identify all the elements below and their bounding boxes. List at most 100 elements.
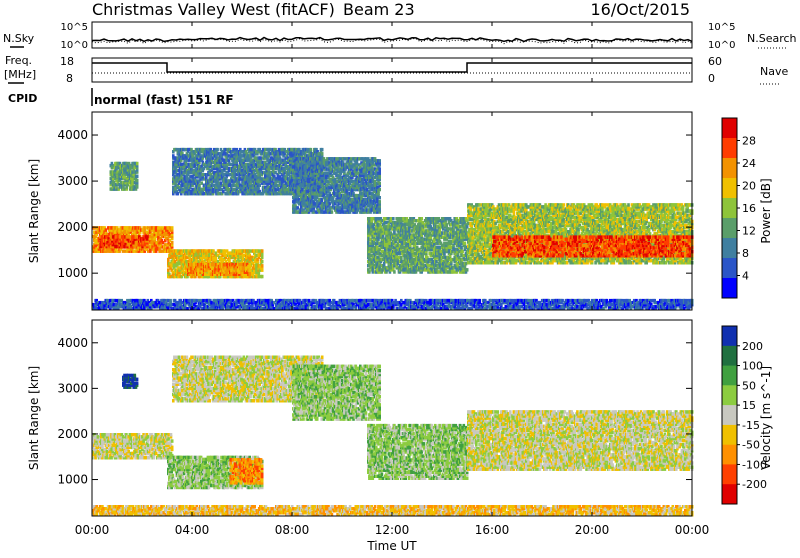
power-cell bbox=[105, 228, 108, 232]
date-label: 16/Oct/2015 bbox=[590, 0, 690, 19]
power-cell bbox=[310, 148, 313, 152]
power-cell bbox=[343, 157, 346, 161]
power-cell bbox=[136, 179, 139, 183]
power-cell bbox=[198, 184, 201, 188]
freq-right-tick-top: 60 bbox=[708, 55, 722, 68]
power-cell bbox=[336, 174, 339, 178]
cpid-text: normal (fast) 151 RF bbox=[94, 93, 234, 107]
power-cell bbox=[122, 249, 125, 253]
power-cell bbox=[255, 254, 258, 258]
power-cell bbox=[200, 181, 203, 185]
power-cell bbox=[203, 192, 206, 196]
power-cell bbox=[169, 239, 172, 243]
power-cell bbox=[223, 173, 226, 177]
power-cell bbox=[220, 181, 223, 185]
power-cell bbox=[171, 241, 174, 245]
power-cell bbox=[222, 190, 225, 194]
power-cell bbox=[275, 192, 278, 196]
power-cell bbox=[238, 271, 241, 275]
power-cell bbox=[115, 245, 118, 249]
power-cell bbox=[248, 263, 251, 267]
power-cell bbox=[301, 188, 304, 192]
power-cell bbox=[202, 173, 205, 177]
power-cell bbox=[260, 156, 263, 160]
power-cell bbox=[240, 150, 243, 154]
power-cell bbox=[261, 264, 264, 268]
power-cell bbox=[320, 198, 323, 202]
power-cell bbox=[318, 169, 321, 173]
power-cell bbox=[111, 162, 114, 166]
power-cell bbox=[297, 206, 300, 210]
power-cell bbox=[285, 161, 288, 165]
power-cell bbox=[228, 167, 231, 171]
power-cell bbox=[240, 263, 243, 267]
power-cell bbox=[238, 263, 241, 267]
power-cell bbox=[211, 175, 214, 179]
power-cell bbox=[185, 256, 188, 260]
power-cell bbox=[321, 152, 324, 156]
noise-sky-label: N.Sky bbox=[3, 32, 35, 45]
frequency-line bbox=[92, 63, 692, 72]
power-cell bbox=[230, 269, 233, 273]
power-cell bbox=[157, 226, 160, 230]
site-title: Christmas Valley West (fitACF) bbox=[92, 0, 335, 19]
power-cell bbox=[210, 273, 213, 277]
power-cell bbox=[212, 249, 215, 253]
power-cell bbox=[177, 192, 180, 196]
power-cell bbox=[120, 181, 123, 185]
power-cell bbox=[314, 192, 317, 196]
power-cell bbox=[212, 263, 215, 267]
nave-label: Nave bbox=[760, 65, 788, 78]
power-cell bbox=[248, 249, 251, 253]
power-cell bbox=[359, 165, 362, 169]
power-cell bbox=[311, 157, 314, 161]
power-cell bbox=[248, 269, 251, 273]
power-cell bbox=[331, 210, 334, 214]
power-cell bbox=[326, 157, 329, 161]
power-cell bbox=[161, 249, 164, 253]
power-cell bbox=[216, 148, 219, 152]
power-cell bbox=[164, 243, 167, 247]
power-cell bbox=[339, 157, 342, 161]
power-cell bbox=[190, 148, 193, 152]
noise-search-label: N.Search bbox=[747, 32, 797, 45]
power-cell bbox=[171, 226, 174, 230]
noise-right-tick-bottom: 10^0 bbox=[708, 40, 735, 51]
power-cell bbox=[127, 235, 130, 239]
power-cell bbox=[232, 192, 235, 196]
power-cell bbox=[335, 157, 338, 161]
beam-label: Beam 23 bbox=[343, 0, 415, 19]
noise-right-tick-top: 10^5 bbox=[708, 22, 735, 33]
freq-left-tick-top: 18 bbox=[60, 55, 74, 68]
power-cell bbox=[133, 249, 136, 253]
power-cell bbox=[298, 180, 301, 184]
power-cell bbox=[358, 184, 361, 188]
power-cell bbox=[119, 235, 122, 239]
power-cell bbox=[229, 163, 232, 167]
power-cell bbox=[122, 235, 125, 239]
power-cell bbox=[224, 249, 227, 253]
power-cell bbox=[94, 239, 97, 243]
power-cell bbox=[204, 273, 207, 277]
freq-right-tick-bottom: 0 bbox=[708, 72, 715, 85]
freq-left-tick-bottom: 8 bbox=[66, 72, 73, 85]
power-cell bbox=[261, 260, 264, 264]
power-cell bbox=[136, 162, 139, 166]
power-cell bbox=[261, 275, 264, 279]
power-cell bbox=[132, 235, 135, 239]
power-cell bbox=[358, 157, 361, 161]
power-cell bbox=[162, 241, 165, 245]
power-cell bbox=[314, 165, 317, 169]
power-cell bbox=[321, 148, 324, 152]
freq-label-2: [MHz] bbox=[4, 68, 36, 81]
power-cell bbox=[356, 194, 359, 198]
power-cell bbox=[286, 165, 289, 169]
power-cell bbox=[146, 235, 149, 239]
power-cell bbox=[136, 175, 139, 179]
power-cell bbox=[261, 249, 264, 253]
power-cell bbox=[124, 249, 127, 253]
power-heatmap bbox=[92, 148, 694, 311]
power-cell bbox=[167, 268, 170, 272]
noise-left-tick-top: 10^5 bbox=[61, 22, 88, 33]
